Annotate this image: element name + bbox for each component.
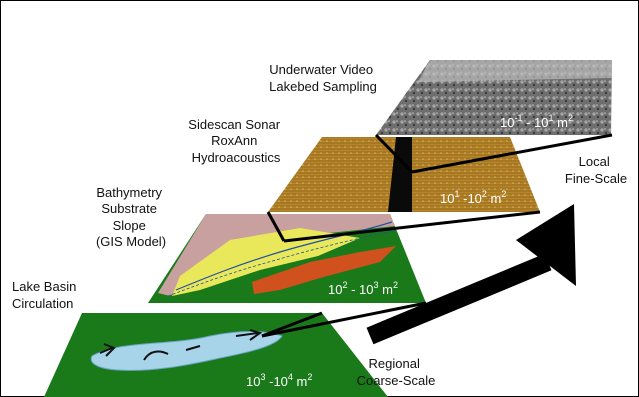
label-video: Underwater Video Lakebed Sampling <box>269 62 377 94</box>
lake-shape <box>90 331 283 371</box>
layer-basin <box>44 313 388 397</box>
label-basin: Lake Basin Circulation <box>12 279 80 311</box>
label-local-fine-scale: Local Fine-Scale <box>565 154 627 186</box>
scale-arrow[interactable] <box>366 204 576 345</box>
scale-bathymetry: 102 - 103 m2 <box>328 280 398 297</box>
label-regional-coarse-scale: Regional Coarse-Scale <box>357 356 436 388</box>
label-sonar: Sidescan Sonar RoxAnn Hydroacoustics <box>188 117 283 165</box>
scale-video: 10-1 - 101 m2 <box>500 113 573 130</box>
label-bathymetry: Bathymetry Substrate Slope (GIS Model) <box>96 185 166 249</box>
layer-sonar <box>268 137 540 212</box>
layer-bathymetry <box>148 214 426 303</box>
scale-sonar: 101 -102 m2 <box>440 189 506 206</box>
scale-basin: 103 -104 m2 <box>246 372 312 389</box>
connector-lines <box>261 133 613 338</box>
layer-video <box>376 60 612 135</box>
